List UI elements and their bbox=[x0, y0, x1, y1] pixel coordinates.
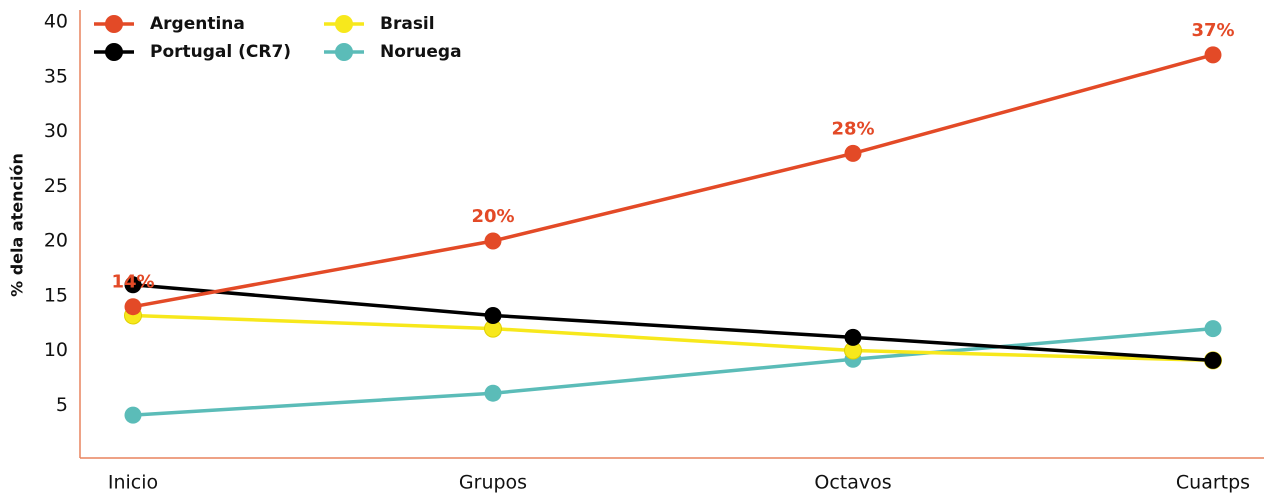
x-tick-label: Octavos bbox=[814, 472, 891, 493]
series-line bbox=[132, 326, 1214, 417]
point bbox=[484, 384, 502, 402]
legend-swatch bbox=[335, 15, 353, 33]
point bbox=[1204, 46, 1222, 64]
value-label: 37% bbox=[1191, 20, 1234, 41]
y-tick-label: 20 bbox=[44, 230, 68, 252]
x-tick-label: Inicio bbox=[108, 472, 158, 493]
legend-label: Brasil bbox=[380, 14, 435, 34]
point bbox=[124, 276, 142, 294]
point bbox=[484, 306, 502, 324]
legend-swatch bbox=[105, 15, 123, 33]
series-line bbox=[132, 53, 1214, 309]
point bbox=[1204, 351, 1222, 369]
legend-label: Noruega bbox=[380, 42, 462, 62]
value-label: 20% bbox=[471, 206, 514, 227]
legend-label: Argentina bbox=[150, 14, 245, 34]
point bbox=[1204, 320, 1222, 338]
y-tick-label: 15 bbox=[44, 284, 68, 306]
series-line bbox=[132, 283, 1214, 363]
point bbox=[484, 232, 502, 250]
legend-swatch bbox=[335, 43, 353, 61]
x-tick-label: Grupos bbox=[459, 472, 527, 493]
point bbox=[124, 298, 142, 316]
point bbox=[844, 144, 862, 162]
y-tick-label: 30 bbox=[44, 120, 68, 142]
y-tick-label: 35 bbox=[44, 65, 68, 87]
y-tick-label: 5 bbox=[56, 394, 68, 416]
legend-label: Portugal (CR7) bbox=[150, 42, 291, 62]
y-tick-label: 10 bbox=[44, 339, 68, 361]
point bbox=[124, 406, 142, 424]
value-label: 14% bbox=[111, 272, 154, 293]
legend-swatch bbox=[105, 43, 123, 61]
series-line bbox=[132, 313, 1214, 363]
y-axis-label: % dela atención bbox=[8, 153, 27, 297]
value-label: 28% bbox=[831, 118, 874, 139]
y-tick-label: 40 bbox=[44, 11, 68, 33]
x-tick-label: Cuartps bbox=[1176, 472, 1250, 493]
point bbox=[844, 328, 862, 346]
y-tick-label: 25 bbox=[44, 175, 68, 197]
